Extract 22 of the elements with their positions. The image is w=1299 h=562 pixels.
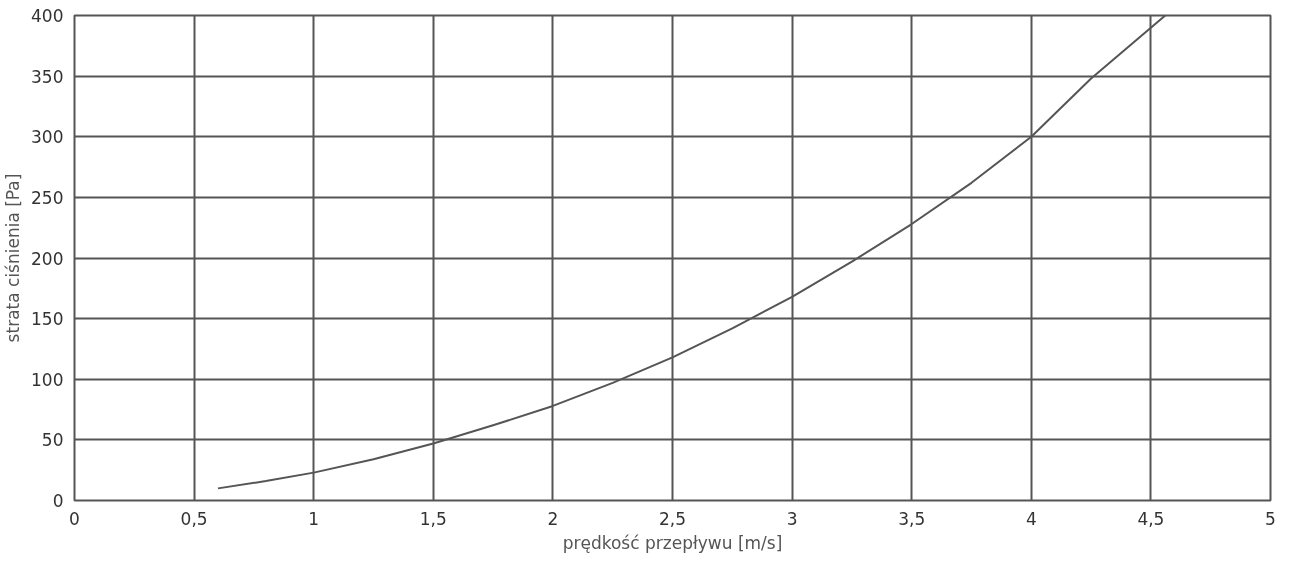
x-tick-label: 1,5 (419, 508, 447, 529)
y-tick-label: 250 (31, 187, 64, 208)
x-tick-label: 0,5 (180, 508, 208, 529)
x-tick-label: 3 (786, 508, 798, 529)
x-tick-label: 4 (1025, 508, 1037, 529)
y-tick-label: 350 (31, 66, 64, 87)
y-tick-label: 400 (31, 6, 64, 26)
y-tick-label: 300 (31, 127, 64, 148)
x-tick-label: 5 (1265, 508, 1276, 529)
y-axis-title: strata ciśnienia [Pa] (3, 173, 24, 343)
x-tick-label: 1 (308, 508, 320, 529)
x-tick-label: 3,5 (898, 508, 926, 529)
x-axis-title: prędkość przepływu [m/s] (562, 532, 783, 553)
y-tick-label: 50 (41, 430, 64, 451)
y-tick-label: 0 (52, 491, 64, 511)
x-tick-label: 4,5 (1137, 508, 1165, 529)
x-tick-label: 2,5 (658, 508, 687, 529)
y-tick-label: 200 (31, 248, 64, 269)
y-tick-label: 150 (31, 309, 64, 330)
x-tick-label: 2 (547, 508, 559, 529)
x-tick-label: 0 (69, 508, 80, 529)
y-tick-label: 100 (31, 369, 64, 390)
